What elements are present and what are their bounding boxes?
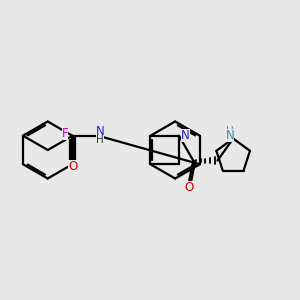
Text: N: N (225, 129, 234, 142)
Text: O: O (184, 181, 194, 194)
Text: H: H (96, 135, 104, 145)
Text: N: N (181, 129, 190, 142)
Text: H: H (226, 126, 234, 136)
Text: F: F (62, 127, 68, 140)
Text: O: O (68, 160, 77, 173)
Text: N: N (96, 125, 104, 138)
